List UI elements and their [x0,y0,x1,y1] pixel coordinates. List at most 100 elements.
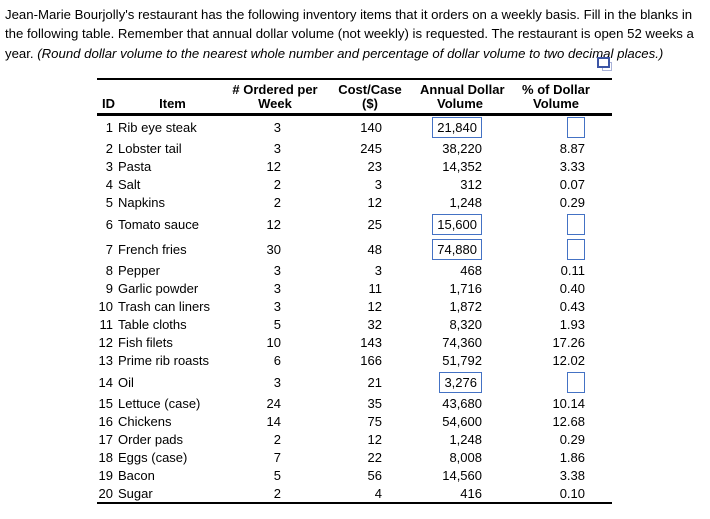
row-percent: 12.02 [552,353,585,368]
row-id: 14 [98,374,113,390]
row-ordered: 5 [273,468,281,483]
row-ordered: 6 [273,353,281,368]
row-percent: 0.11 [560,263,585,278]
row-percent: 0.43 [559,299,585,314]
table-row: 11 Table cloths 5 32 8,320 1.93 [97,316,612,334]
row-id: 4 [105,177,113,192]
row-ordered: 2 [273,432,281,447]
row-cost: 21 [367,374,382,390]
row-annual: 14,560 [442,468,482,483]
table-row: 13 Prime rib roasts 6 166 51,792 12.02 [97,352,612,370]
annual-volume-input[interactable]: 3,276 [439,371,482,393]
row-ordered: 12 [266,216,281,232]
row-item: Order pads [118,432,184,447]
row-annual: 1,716 [449,281,482,296]
table-row: 20 Sugar 2 4 416 0.10 [97,485,612,503]
row-cost: 22 [367,450,382,465]
row-item: French fries [118,241,187,257]
table-row: 16 Chickens 14 75 54,600 12.68 [97,413,612,431]
row-ordered: 5 [273,317,281,332]
percent-volume-input[interactable] [567,117,585,139]
row-cost: 48 [367,241,382,257]
table-row: 12 Fish filets 10 143 74,360 17.26 [97,334,612,352]
row-item: Napkins [118,195,165,210]
problem-statement-line3-normal: year. [5,45,38,61]
percent-volume-input[interactable] [567,238,585,260]
row-percent: 0.10 [559,485,585,501]
row-annual: 1,872 [449,299,482,314]
row-ordered: 30 [266,241,281,257]
col-header-cost-per-case: Cost/Case ($) [320,79,420,116]
row-id: 17 [98,432,113,447]
row-item: Rib eye steak [118,120,197,136]
row-annual: 51,792 [442,353,482,368]
row-item: Pepper [118,263,160,278]
row-annual: 468 [460,263,482,278]
percent-volume-input[interactable] [567,371,585,393]
popout-icon-front-square [597,57,610,68]
row-annual: 54,600 [442,414,482,429]
row-annual: 8,320 [449,317,482,332]
row-percent: 12.68 [552,414,585,429]
problem-statement-line1: Jean-Marie Bourjolly's restaurant has th… [5,7,693,22]
row-ordered: 24 [266,396,281,411]
row-annual: 74,360 [442,335,482,350]
row-percent: 3.38 [559,468,585,483]
table-row: 15 Lettuce (case) 24 35 43,680 10.14 [97,395,612,413]
row-annual: 1,248 [449,432,482,447]
row-ordered: 3 [273,281,281,296]
row-annual: 3,276 [420,370,500,395]
row-ordered: 12 [266,159,281,174]
row-cost: 35 [367,396,382,411]
table-row: 8 Pepper 3 3 468 0.11 [97,262,612,280]
row-id: 8 [105,263,113,278]
row-item: Tomato sauce [118,216,199,232]
row-item: Table cloths [118,317,187,332]
row-id: 16 [98,414,113,429]
row-id: 6 [105,216,113,232]
row-cost: 12 [367,195,382,210]
row-percent [500,212,612,237]
row-item: Pasta [118,159,152,174]
row-ordered: 7 [273,450,281,465]
row-id: 13 [98,353,113,368]
row-id: 15 [98,396,113,411]
row-ordered: 10 [266,335,281,350]
row-item: Sugar [118,485,153,501]
row-item: Chickens [118,414,172,429]
row-id: 18 [98,450,113,465]
row-item: Oil [118,374,134,390]
row-annual: 14,352 [442,159,482,174]
row-cost: 32 [367,317,382,332]
row-cost: 166 [360,353,382,368]
row-cost: 143 [360,335,382,350]
row-cost: 12 [367,299,382,314]
row-ordered: 3 [273,141,281,156]
row-annual: 74,880 [420,237,500,262]
table-row: 3 Pasta 12 23 14,352 3.33 [97,158,612,176]
row-id: 1 [105,120,113,136]
annual-volume-input[interactable]: 21,840 [432,117,482,139]
col-header-item: Item [115,79,230,116]
problem-statement-rounding-note: (Round dollar volume to the nearest whol… [37,45,664,61]
col-header-annual-dollar-volume: Annual Dollar Volume [420,79,505,116]
annual-volume-input[interactable]: 74,880 [432,238,482,260]
annual-volume-input[interactable]: 15,600 [432,213,482,235]
problem-statement: Jean-Marie Bourjolly's restaurant has th… [5,5,709,63]
table-row: 19 Bacon 5 56 14,560 3.38 [97,467,612,485]
percent-volume-input[interactable] [567,213,585,235]
row-item: Eggs (case) [118,450,188,465]
row-cost: 3 [374,177,382,192]
row-cost: 56 [367,468,382,483]
row-percent: 8.87 [559,141,585,156]
popout-table-icon[interactable] [597,57,613,72]
row-id: 19 [98,468,113,483]
row-id: 11 [99,317,114,332]
row-id: 2 [105,141,113,156]
col-header-percent-dollar-volume: % of Dollar Volume [500,79,612,116]
problem-statement-line3: year. (Round dollar volume to the neares… [5,44,709,63]
row-percent: 17.26 [552,335,585,350]
row-id: 12 [98,335,113,350]
row-item: Lettuce (case) [118,396,201,411]
row-item: Trash can liners [118,299,210,314]
